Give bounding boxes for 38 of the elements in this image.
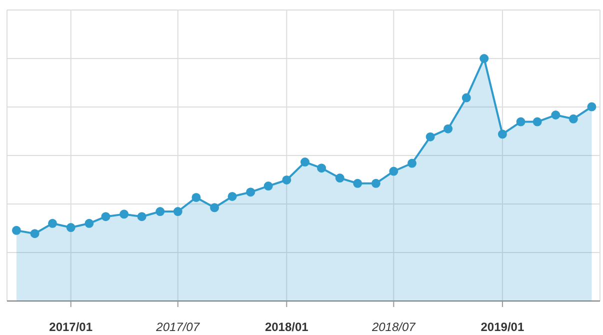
point <box>371 178 380 188</box>
point <box>30 229 40 238</box>
point <box>84 218 94 228</box>
point <box>353 178 362 188</box>
x-tick-label: 2017/01 <box>49 320 93 334</box>
point <box>264 182 273 191</box>
point <box>12 226 21 235</box>
point <box>426 132 435 142</box>
x-tick-label: 2017/07 <box>155 320 201 334</box>
point <box>462 93 471 102</box>
point <box>282 175 292 184</box>
point <box>568 114 578 124</box>
point <box>48 218 58 228</box>
point <box>498 130 507 139</box>
point <box>66 223 76 232</box>
point <box>480 54 489 63</box>
point <box>156 207 165 216</box>
point <box>516 117 526 126</box>
x-tick-label: 2018/07 <box>370 320 417 334</box>
point <box>120 210 129 219</box>
point <box>228 192 237 201</box>
point <box>407 158 416 168</box>
point <box>444 124 453 134</box>
point <box>137 212 146 222</box>
point <box>246 188 256 197</box>
point <box>300 158 310 167</box>
point <box>532 117 542 126</box>
point <box>335 174 344 183</box>
point <box>101 212 110 222</box>
point <box>587 102 596 112</box>
x-tick-label: 2018/01 <box>264 320 309 334</box>
point <box>389 166 398 176</box>
point <box>210 203 220 212</box>
point <box>192 192 201 202</box>
point <box>173 207 182 216</box>
point <box>317 164 326 173</box>
x-tick-label: 2019/01 <box>480 320 524 334</box>
point <box>551 110 560 120</box>
